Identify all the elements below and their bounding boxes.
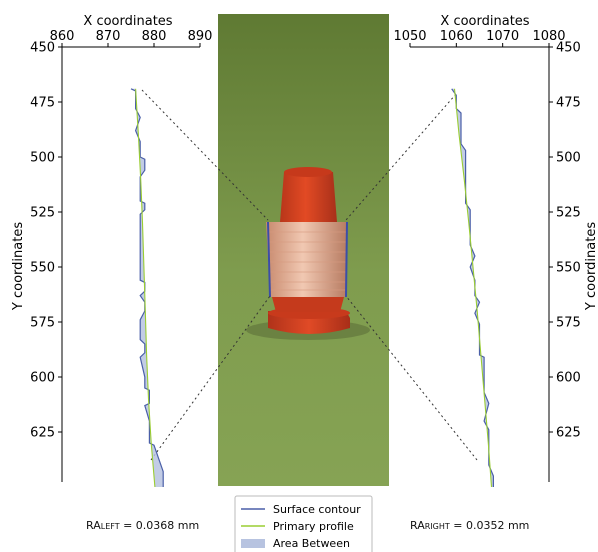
right-ytick-label: 450 [556, 41, 581, 56]
band-ridges [268, 231, 347, 291]
right-profile-panel: 1050 1060 1070 1080 450 475 500 525 550 575 600 62… [393, 14, 598, 488]
legend-label-primary: Primary profile [273, 520, 354, 533]
right-xlabel: X coordinates [440, 14, 529, 29]
part-neck [272, 297, 344, 312]
left-ytick-label: 550 [30, 261, 55, 276]
right-ytick-label: 600 [556, 371, 581, 386]
right-series-primary-profile [453, 88, 493, 488]
zoom-connectors [141, 89, 478, 461]
right-ylabel: Y coordinates [584, 222, 598, 311]
photo-left-contour [267, 221, 271, 298]
part-top-cap [284, 167, 332, 177]
legend-label-area: Area Between [273, 537, 350, 550]
connector-left-bottom [150, 295, 271, 461]
legend-box [234, 495, 373, 552]
left-ytick-label: 475 [30, 96, 55, 111]
ra-left-value: RALEFT = 0.0368 mm [86, 519, 200, 532]
right-ytick-label: 550 [556, 261, 581, 276]
legend: Surface contour Primary profile Area Bet… [234, 495, 373, 552]
legend-label-surface: Surface contour [273, 503, 361, 516]
right-ytick-label: 475 [556, 96, 581, 111]
left-xtick-label: 870 [96, 29, 121, 44]
right-xtick-label: 1050 [393, 29, 426, 44]
right-xtick-label: 1080 [532, 29, 565, 44]
legend-swatch-area [241, 539, 265, 548]
left-xtick-label: 880 [142, 29, 167, 44]
right-ytick-label: 625 [556, 426, 581, 441]
left-profile-panel: 860 870 880 890 450 475 500 525 550 575 600 625 X … [11, 14, 213, 488]
right-ytick-label: 525 [556, 206, 581, 221]
left-xtick-label: 890 [188, 29, 213, 44]
left-series-surface-contour [130, 88, 164, 487]
left-ylabel: Y coordinates [11, 222, 26, 311]
right-ytick-label: 500 [556, 151, 581, 166]
left-ytick-label: 600 [30, 371, 55, 386]
connector-left-top [141, 89, 269, 221]
photo [218, 14, 389, 486]
left-ytick-label: 575 [30, 316, 55, 331]
left-ytick-label: 625 [30, 426, 55, 441]
left-ytick-label: 525 [30, 206, 55, 221]
left-xlabel: X coordinates [83, 14, 172, 29]
right-xtick-label: 1060 [440, 29, 473, 44]
photo-right-contour [345, 221, 348, 298]
left-area-between [131, 88, 164, 488]
ra-right-value: RARIGHT = 0.0352 mm [410, 519, 530, 532]
left-ytick-label: 500 [30, 151, 55, 166]
left-ytick-label: 450 [30, 41, 55, 56]
part-top-cylinder [280, 172, 337, 222]
part-band [266, 222, 348, 297]
left-series-primary-profile [135, 88, 156, 488]
right-ytick-label: 575 [556, 316, 581, 331]
left-xtick-label: 860 [50, 29, 75, 44]
right-xtick-label: 1070 [486, 29, 519, 44]
